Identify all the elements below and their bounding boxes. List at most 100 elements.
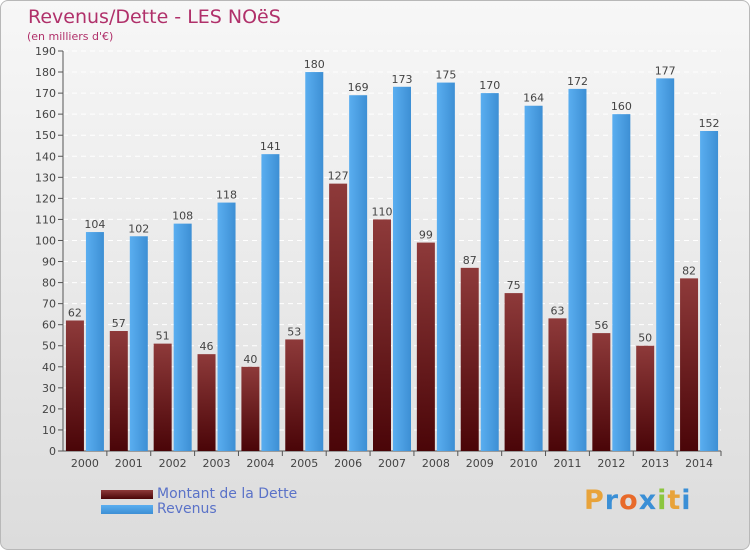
bar-revenus (656, 78, 675, 452)
logo-letter: i (681, 485, 692, 516)
bar-revenus (700, 131, 719, 451)
x-tick-label: 2013 (641, 457, 669, 470)
data-label: 102 (128, 222, 149, 235)
data-label: 62 (68, 306, 82, 319)
data-label: 63 (550, 304, 564, 317)
y-tick-label: 120 (35, 192, 56, 205)
bar-dette (416, 242, 435, 451)
data-label: 99 (419, 229, 433, 242)
y-tick-label: 110 (35, 213, 56, 226)
x-tick-label: 2000 (71, 457, 99, 470)
bar-dette (241, 366, 260, 451)
y-tick-label: 30 (42, 382, 56, 395)
bar-dette (636, 345, 655, 451)
data-label: 152 (699, 117, 720, 130)
x-tick-label: 2011 (553, 457, 581, 470)
bar-dette (153, 343, 172, 451)
grid-lines (63, 50, 721, 452)
y-tick-label: 20 (42, 403, 56, 416)
bar-dette (285, 339, 304, 451)
bar-revenus (393, 86, 411, 451)
data-label: 46 (200, 340, 214, 353)
legend-swatch-dette (101, 490, 153, 499)
y-tick-label: 130 (35, 171, 56, 184)
data-label: 51 (156, 330, 170, 343)
y-tick-label: 170 (35, 87, 56, 100)
logo-letter: r (604, 485, 620, 516)
data-label: 82 (682, 264, 696, 277)
bar-revenus (612, 114, 631, 451)
data-labels: 62 104 57 102 51 108 46 118 40 141 53 180 127 169 110 1… (68, 58, 720, 366)
x-tick-label: 2002 (159, 457, 187, 470)
y-tick-label: 100 (35, 234, 56, 247)
chart-subtitle: (en milliers d'€) (27, 30, 114, 43)
x-tick-label: 2001 (115, 457, 143, 470)
legend-label-revenus: Revenus (157, 501, 217, 517)
x-tick-label: 2006 (334, 457, 362, 470)
data-label: 172 (567, 75, 588, 88)
x-tick-label: 2010 (510, 457, 538, 470)
logo-letter: x (638, 485, 658, 516)
bar-dette (504, 293, 523, 451)
bar-dette (197, 354, 216, 451)
data-label: 175 (435, 69, 456, 82)
bar-revenus (568, 88, 587, 451)
x-tick-label: 2007 (378, 457, 406, 470)
bar-revenus (217, 202, 236, 451)
data-label: 164 (523, 92, 544, 105)
bar-dette (373, 219, 391, 451)
x-tick-label: 2014 (685, 457, 713, 470)
data-label: 141 (260, 140, 281, 153)
y-tick-label: 40 (42, 361, 56, 374)
bar-dette (548, 318, 567, 451)
data-label: 170 (479, 79, 500, 92)
x-tick-label: 2003 (203, 457, 231, 470)
y-tick-label: 160 (35, 108, 56, 121)
bar-dette (680, 278, 699, 451)
chart-title: Revenus/Dette - LES NOëS (28, 6, 281, 28)
bar-dette (460, 267, 479, 451)
logo-letter: P (584, 485, 605, 516)
x-tick-label: 2009 (466, 457, 494, 470)
y-tick-label: 180 (35, 66, 56, 79)
data-label: 108 (172, 210, 193, 223)
bar-revenus (305, 72, 324, 451)
y-tick-label: 10 (42, 424, 56, 437)
y-tick-label: 50 (42, 340, 56, 353)
data-label: 110 (372, 205, 393, 218)
x-tick-label: 2005 (290, 457, 318, 470)
bar-revenus (173, 223, 192, 451)
logo-letter: i (657, 485, 668, 516)
y-tick-label: 90 (42, 256, 56, 269)
data-label: 173 (392, 73, 413, 86)
y-tick-label: 60 (42, 319, 56, 332)
proxiti-logo: Proxiti (584, 485, 692, 516)
bar-revenus (261, 154, 280, 451)
data-label: 180 (304, 58, 325, 71)
bar-revenus (436, 82, 455, 451)
bar-revenus (349, 95, 368, 452)
logo-letter: o (619, 485, 639, 516)
y-tick-label: 140 (35, 150, 56, 163)
bar-dette (65, 320, 84, 451)
data-label: 40 (243, 353, 257, 366)
data-label: 53 (287, 325, 301, 338)
data-label: 50 (638, 332, 652, 345)
bar-revenus (129, 236, 148, 451)
axes: 0 10 20 30 40 50 60 70 80 90 100 110 120 130 140 150 160… (35, 45, 722, 470)
x-tick-label: 2004 (246, 457, 274, 470)
bar-revenus (480, 93, 499, 452)
logo-letter: t (667, 485, 682, 516)
y-tick-label: 190 (35, 45, 56, 58)
bar-revenus (85, 232, 104, 451)
y-tick-label: 0 (49, 445, 56, 458)
x-tick-label: 2008 (422, 457, 450, 470)
bars (65, 72, 719, 452)
bar-dette (592, 333, 611, 451)
y-tick-label: 70 (42, 298, 56, 311)
y-tick-label: 80 (42, 277, 56, 290)
data-label: 169 (348, 81, 369, 94)
data-label: 127 (328, 170, 349, 183)
